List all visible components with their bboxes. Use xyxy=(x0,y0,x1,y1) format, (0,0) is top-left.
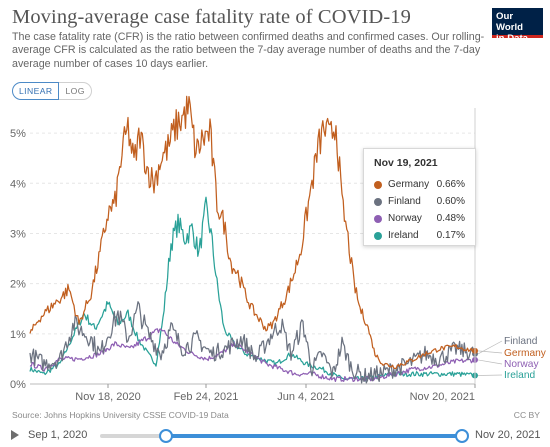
y-tick-label: 5% xyxy=(10,128,26,140)
y-tick-label: 4% xyxy=(10,178,26,190)
x-tick-label: Feb 24, 2021 xyxy=(174,391,239,403)
tooltip-series-value: 0.48% xyxy=(436,213,465,224)
legend-dot-icon xyxy=(374,197,382,206)
end-label-ireland[interactable]: Ireland xyxy=(504,370,535,381)
y-tick-label: 1% xyxy=(10,329,26,341)
end-label-connector xyxy=(477,359,503,365)
scale-toggle: LINEAR LOG xyxy=(12,82,92,100)
tooltip-row-finland: Finland 0.60% xyxy=(374,193,465,210)
logo-line-1: Our World xyxy=(496,11,524,33)
legend-dot-icon xyxy=(374,231,382,240)
play-icon[interactable] xyxy=(11,430,19,440)
series-line-germany[interactable] xyxy=(29,95,476,370)
tooltip-series-value: 0.17% xyxy=(436,230,465,241)
gridlines xyxy=(30,132,475,385)
y-tick-label: 2% xyxy=(10,279,26,291)
license-link[interactable]: CC BY xyxy=(513,410,540,420)
end-label-norway[interactable]: Norway xyxy=(504,359,539,370)
chart-title: Moving-average case fatality rate of COV… xyxy=(12,6,411,28)
legend-dot-icon xyxy=(374,214,382,223)
x-tick-label: Nov 20, 2021 xyxy=(410,391,475,403)
legend-dot-icon xyxy=(374,180,382,189)
x-axis-ticks: Nov 18, 2020 Feb 24, 2021 Jun 4, 2021 Nov 2… xyxy=(75,384,476,403)
end-label-finland[interactable]: Finland xyxy=(504,336,538,347)
tooltip-row-ireland: Ireland 0.17% xyxy=(374,227,465,244)
linear-scale-button[interactable]: LINEAR xyxy=(12,82,60,100)
logo-line-2: in Data xyxy=(496,33,528,44)
series-line-finland[interactable] xyxy=(29,301,476,384)
x-tick-label: Nov 18, 2020 xyxy=(75,391,140,403)
log-scale-button[interactable]: LOG xyxy=(59,82,92,100)
timeline-start-handle[interactable] xyxy=(159,429,173,443)
timeline-end-date: Nov 20, 2021 xyxy=(475,429,541,441)
tooltip-series-value: 0.66% xyxy=(436,179,465,190)
tooltip-date: Nov 19, 2021 xyxy=(374,157,438,169)
tooltip-series-name: Germany xyxy=(388,179,430,190)
y-axis-ticks: 0% 1% 2% 3% 4% 5% xyxy=(10,128,26,391)
timeline-selected-range xyxy=(166,434,462,438)
end-label-connector xyxy=(477,340,503,355)
timeline-track[interactable] xyxy=(100,429,469,443)
timeline-end-handle[interactable] xyxy=(455,429,469,443)
y-tick-label: 3% xyxy=(10,228,26,240)
y-tick-label: 0% xyxy=(10,379,26,391)
tooltip-series-name: Ireland xyxy=(388,230,419,241)
tooltip-series-value: 0.60% xyxy=(436,196,465,207)
timeline-start-date: Sep 1, 2020 xyxy=(28,429,88,441)
tooltip-row-germany: Germany 0.66% xyxy=(374,176,465,193)
source-note[interactable]: Source: Johns Hopkins University CSSE CO… xyxy=(12,410,229,420)
tooltip-row-norway: Norway 0.48% xyxy=(374,210,465,227)
tooltip-series-name: Norway xyxy=(388,213,422,224)
tooltip-rows: Germany 0.66% Finland 0.60% Norway 0.48% Irela… xyxy=(374,176,465,244)
x-tick-label: Jun 4, 2021 xyxy=(277,391,335,403)
end-label-connector xyxy=(477,350,503,354)
end-label-germany[interactable]: Germany xyxy=(504,348,547,359)
owid-logo[interactable]: Our World in Data xyxy=(492,8,543,44)
tooltip: Nov 19, 2021 Germany 0.66% Finland 0.60% Nor… xyxy=(363,148,476,246)
tooltip-series-name: Finland xyxy=(388,196,421,207)
timeline: Sep 1, 2020 Nov 20, 2021 xyxy=(0,426,550,446)
series-lines xyxy=(29,95,478,384)
chart-subtitle: The case fatality rate (CFR) is the rati… xyxy=(12,31,485,70)
